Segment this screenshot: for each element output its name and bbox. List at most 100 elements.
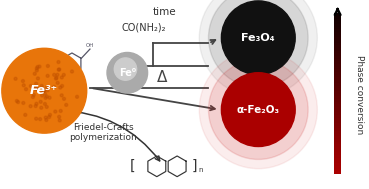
Ellipse shape [46,74,49,77]
Bar [334,96,341,99]
Bar [334,123,341,126]
Ellipse shape [44,96,47,99]
Bar [334,61,341,64]
Bar [334,42,341,45]
Ellipse shape [208,0,308,88]
Bar [334,64,341,67]
Ellipse shape [30,84,32,88]
Bar [334,58,341,61]
Ellipse shape [35,67,38,70]
Ellipse shape [199,0,317,97]
Bar [334,74,341,77]
Bar [334,13,341,16]
Bar [334,98,341,102]
Ellipse shape [39,100,42,103]
Ellipse shape [62,73,65,76]
Ellipse shape [55,76,58,79]
Ellipse shape [22,84,25,87]
Ellipse shape [36,88,39,91]
Ellipse shape [22,101,25,105]
Bar [334,136,341,139]
Bar [334,34,341,37]
Bar [334,120,341,123]
Ellipse shape [45,95,48,98]
Bar [334,171,341,174]
Bar [334,117,341,120]
Ellipse shape [25,88,28,91]
Bar [334,21,341,24]
Ellipse shape [17,101,20,104]
Bar [334,24,341,27]
Bar [334,40,341,43]
Ellipse shape [44,116,47,119]
Bar [334,101,341,104]
Bar [334,155,341,158]
Ellipse shape [53,85,56,88]
Ellipse shape [45,119,48,122]
Ellipse shape [48,113,51,116]
Ellipse shape [33,86,36,89]
Ellipse shape [58,119,61,122]
Ellipse shape [62,97,65,100]
Bar [334,133,341,136]
Bar [334,48,341,51]
Ellipse shape [33,72,36,75]
Ellipse shape [44,102,46,105]
Bar [334,168,341,171]
Ellipse shape [208,60,308,160]
Text: Fe⁰: Fe⁰ [119,68,136,78]
Ellipse shape [39,118,42,121]
Bar [334,139,341,142]
Bar [334,104,341,107]
Bar [334,91,341,94]
Bar [334,69,341,72]
Text: Fe³⁺: Fe³⁺ [30,84,58,97]
Text: Fe₃O₄: Fe₃O₄ [241,33,275,43]
Bar [334,160,341,163]
Bar [334,144,341,147]
Ellipse shape [60,76,63,79]
Ellipse shape [35,82,38,85]
Ellipse shape [46,89,49,92]
Ellipse shape [57,68,60,71]
Ellipse shape [57,61,60,64]
Ellipse shape [54,110,57,113]
Text: OH: OH [86,43,94,48]
Ellipse shape [14,77,17,80]
Bar [334,152,341,155]
Ellipse shape [42,90,45,93]
Ellipse shape [55,77,58,80]
Ellipse shape [38,65,41,68]
Ellipse shape [35,117,38,120]
Ellipse shape [114,58,137,80]
Ellipse shape [40,84,43,88]
Bar [334,112,341,115]
Bar [334,166,341,169]
Bar [334,72,341,75]
Ellipse shape [31,96,34,98]
Ellipse shape [59,86,62,89]
Ellipse shape [15,100,18,102]
Bar [334,32,341,35]
Ellipse shape [41,89,44,92]
Bar [334,50,341,53]
Ellipse shape [35,87,38,90]
Ellipse shape [45,86,48,89]
Bar [334,109,341,112]
Ellipse shape [33,88,36,91]
Ellipse shape [56,73,59,76]
Ellipse shape [60,94,63,97]
Ellipse shape [42,89,45,92]
Bar [334,53,341,56]
Text: time: time [152,7,176,17]
Bar [334,29,341,32]
Ellipse shape [41,94,44,97]
Ellipse shape [56,81,59,84]
Ellipse shape [40,106,43,109]
Bar [334,88,341,91]
Text: Δ: Δ [157,70,168,85]
Ellipse shape [37,77,39,80]
Bar [334,77,341,80]
Ellipse shape [21,80,24,83]
Ellipse shape [32,93,35,96]
